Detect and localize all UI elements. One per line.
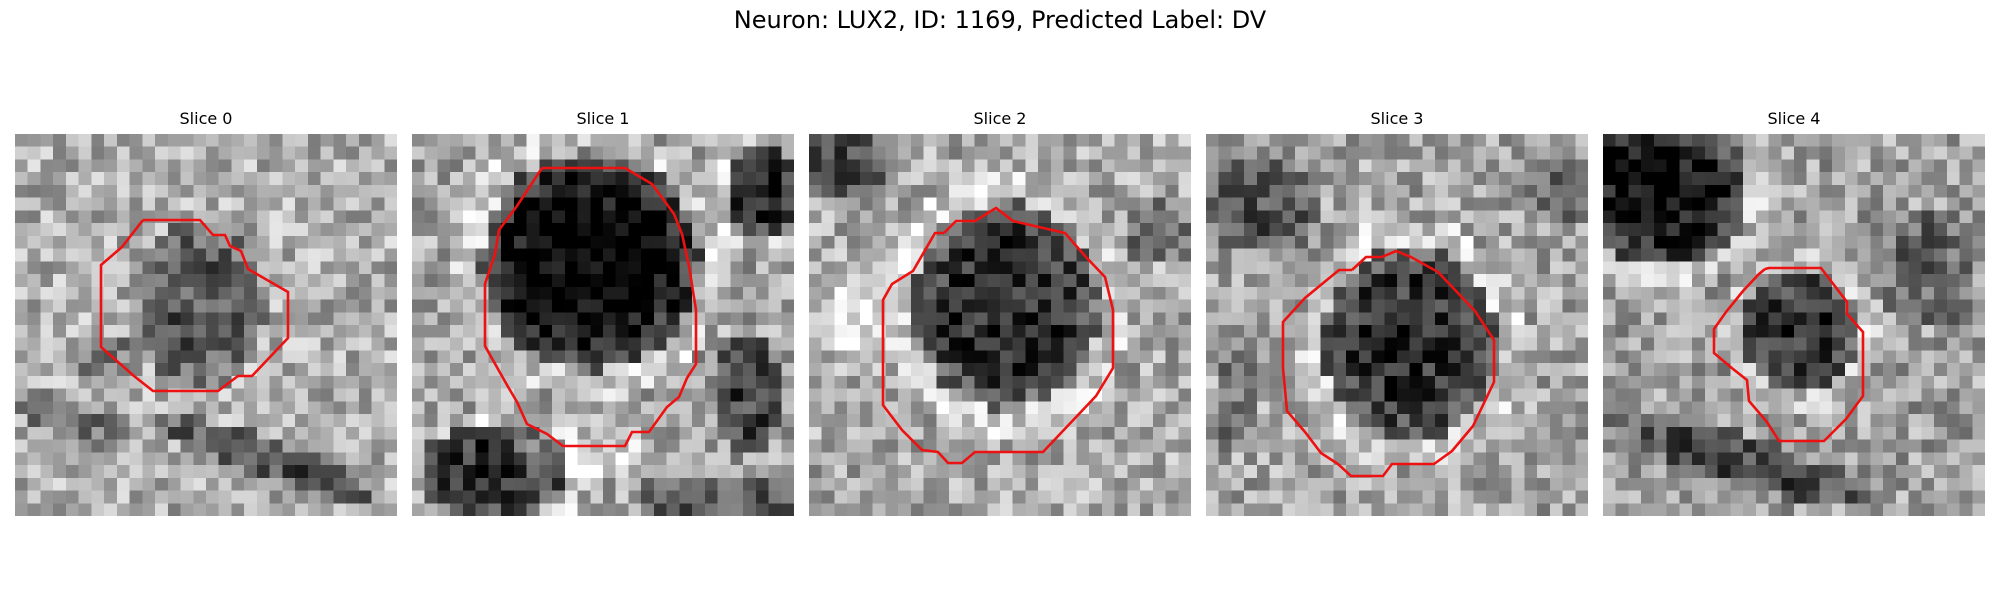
grayscale-microscopy-image bbox=[412, 134, 794, 516]
slice-image bbox=[15, 134, 397, 516]
slice-image bbox=[412, 134, 794, 516]
slice-panel-0: Slice 0 bbox=[15, 108, 397, 516]
slice-title: Slice 4 bbox=[1767, 109, 1821, 128]
slice-title: Slice 2 bbox=[973, 109, 1027, 128]
roi-contour bbox=[1712, 266, 1865, 443]
slice-panel-4: Slice 4 bbox=[1603, 108, 1985, 516]
slice-panel-2: Slice 2 bbox=[809, 108, 1191, 516]
slice-panel-3: Slice 3 bbox=[1206, 108, 1588, 516]
roi-contour bbox=[99, 218, 290, 393]
slice-image bbox=[809, 134, 1191, 516]
slice-title: Slice 1 bbox=[576, 109, 630, 128]
roi-contour bbox=[1281, 249, 1496, 478]
roi-contour bbox=[881, 206, 1115, 465]
roi-contour bbox=[483, 166, 698, 448]
grayscale-microscopy-image bbox=[1206, 134, 1588, 516]
slice-panel-1: Slice 1 bbox=[412, 108, 794, 516]
figure-title: Neuron: LUX2, ID: 1169, Predicted Label:… bbox=[733, 6, 1267, 34]
grayscale-microscopy-image bbox=[15, 134, 397, 516]
slice-title: Slice 3 bbox=[1370, 109, 1424, 128]
grayscale-microscopy-image bbox=[1603, 134, 1985, 516]
slice-title: Slice 0 bbox=[179, 109, 233, 128]
slice-image bbox=[1206, 134, 1588, 516]
slice-image bbox=[1603, 134, 1985, 516]
